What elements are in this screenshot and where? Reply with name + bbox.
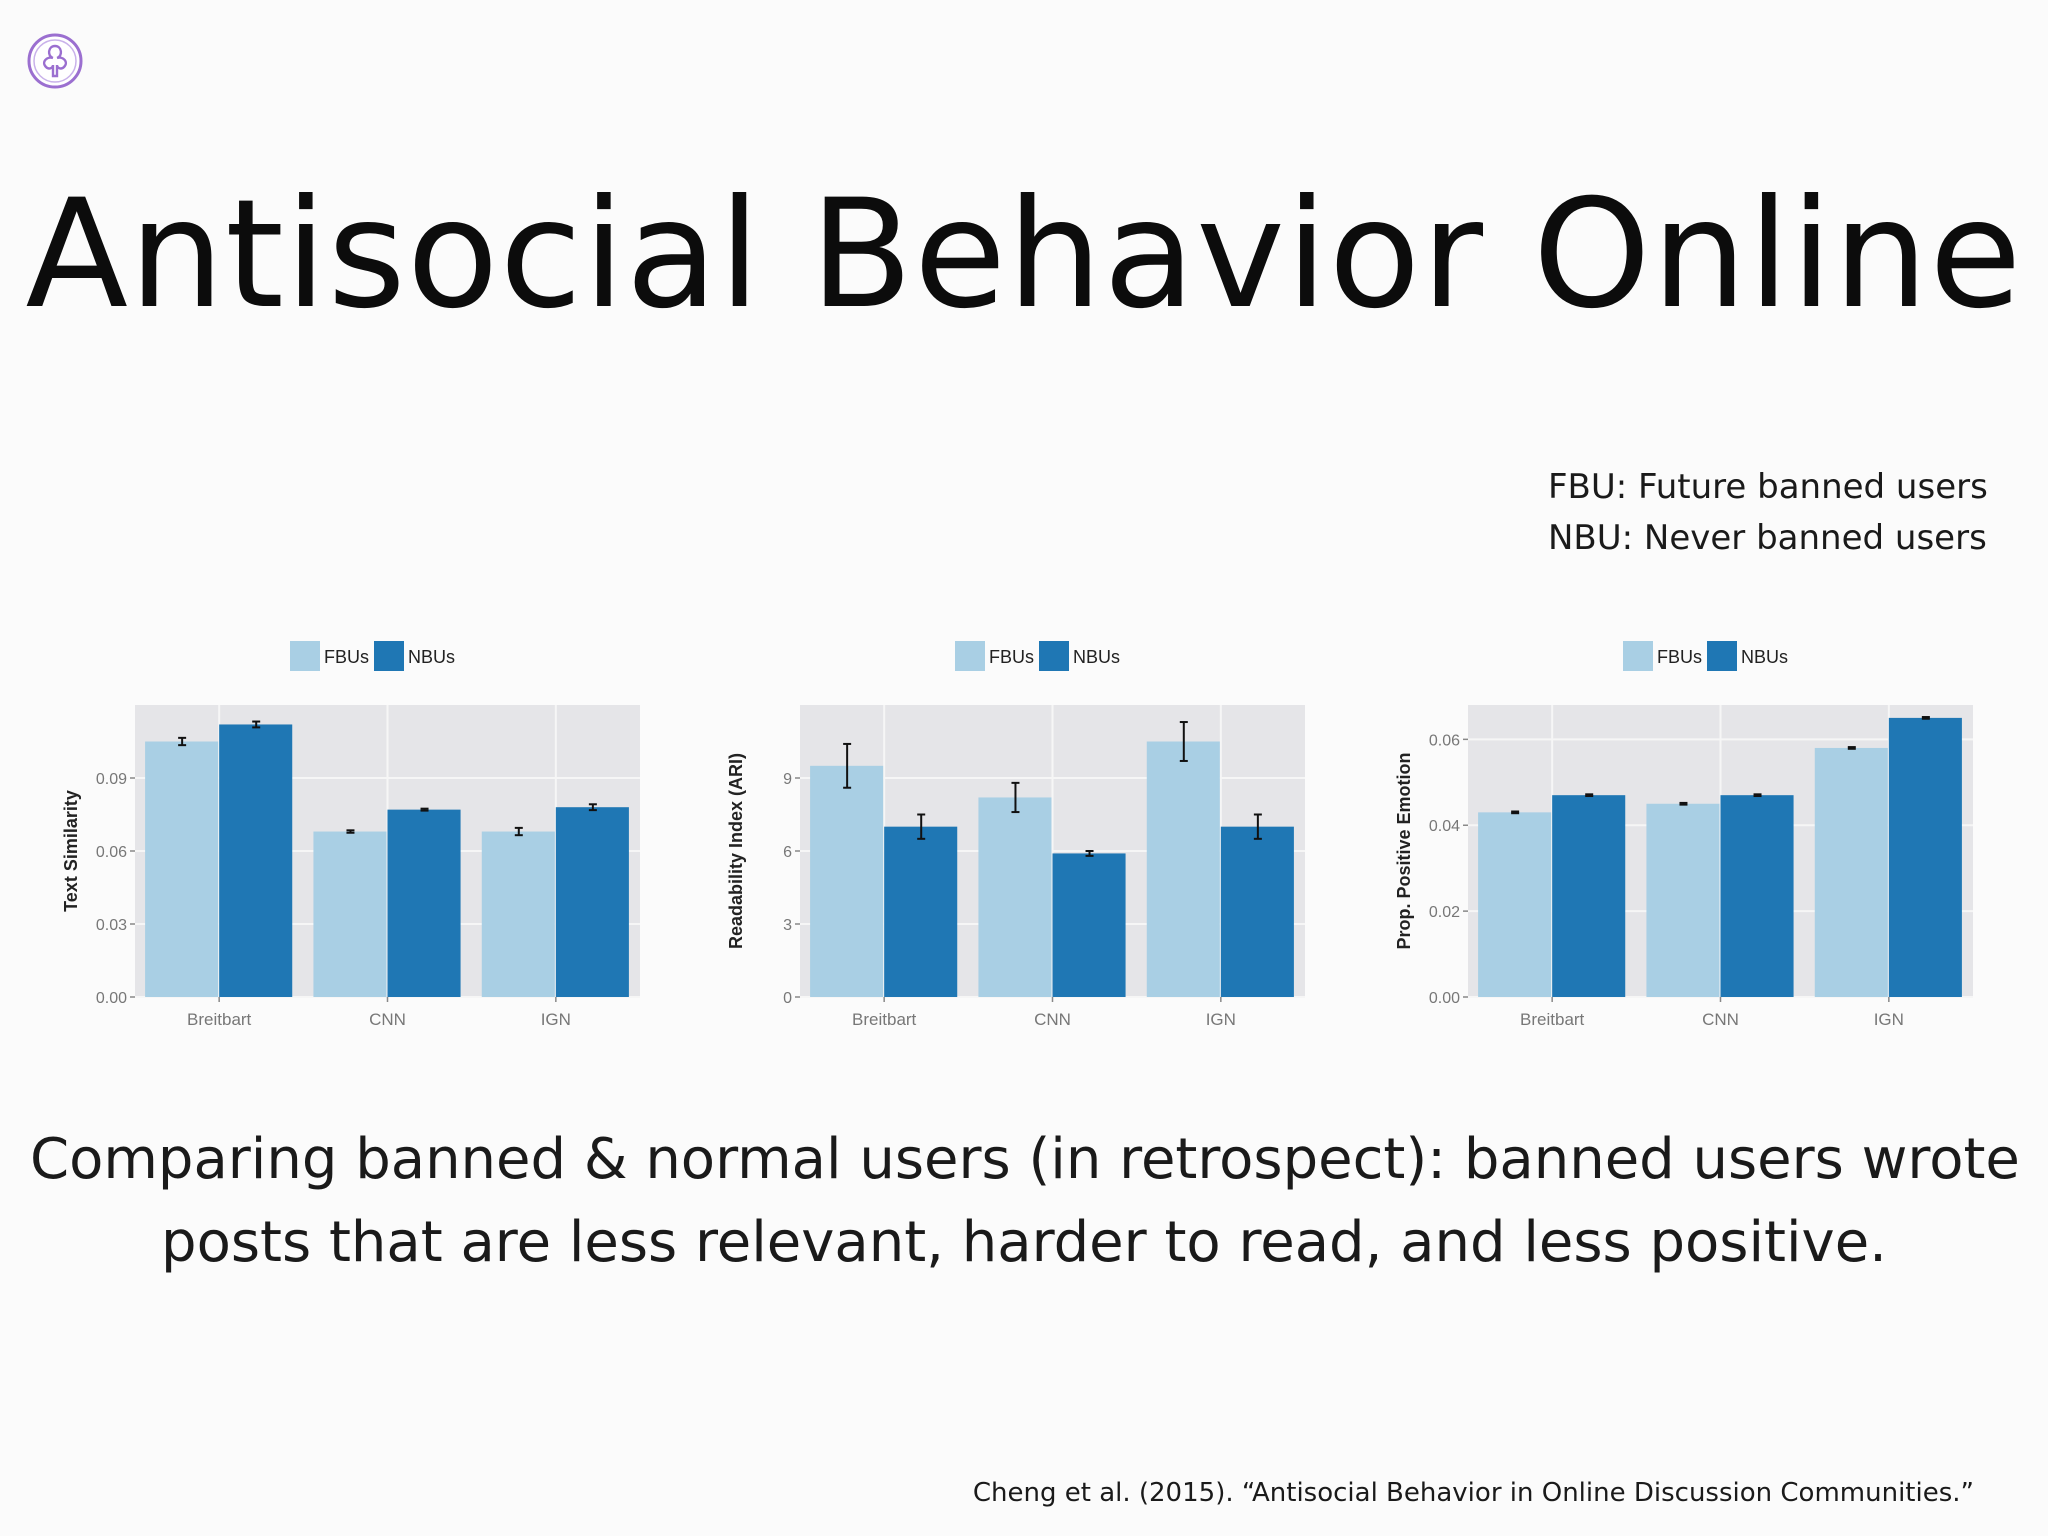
- legend-swatch: [290, 641, 320, 671]
- legend-swatch: [955, 641, 985, 671]
- bar-nbus-ign: [555, 807, 629, 997]
- summary-text: Comparing banned & normal users (in retr…: [30, 1118, 2020, 1284]
- legend-swatch: [374, 641, 404, 671]
- error-bar: [420, 807, 429, 812]
- bar-nbus-breitbart: [219, 724, 293, 997]
- page-title: Antisocial Behavior Online: [25, 168, 2023, 342]
- definition-nbu: NBU: Never banned users: [1548, 518, 1987, 558]
- legend-swatch: [1039, 641, 1069, 671]
- bar-nbus-cnn: [1052, 853, 1126, 997]
- error-bar: [1921, 716, 1930, 720]
- bar-fbus-cnn: [1646, 803, 1720, 997]
- error-bar: [1679, 801, 1688, 806]
- y-tick-label: 9: [783, 771, 792, 788]
- error-bar: [843, 742, 852, 789]
- chart-text-similarity: FBUs NBUs 0.00 0.03 0.06 0.09 Breitbart CNN IGN T…: [55, 625, 655, 1035]
- y-tick-label: 0.09: [96, 771, 127, 788]
- error-bar: [1511, 810, 1520, 815]
- bar-nbus-breitbart: [884, 826, 958, 997]
- definition-fbu: FBU: Future banned users: [1548, 467, 1988, 507]
- bar-fbus-cnn: [313, 831, 387, 997]
- bar-nbus-ign: [1888, 717, 1962, 997]
- legend: FBUs NBUs: [290, 641, 455, 671]
- x-tick-label: CNN: [1702, 1010, 1739, 1029]
- y-tick-label: 0: [783, 990, 792, 1007]
- error-bar: [1085, 850, 1094, 857]
- bar-fbus-ign: [1814, 747, 1888, 997]
- y-tick-label: 0.02: [1429, 904, 1460, 921]
- y-tick-label: 0.03: [96, 917, 127, 934]
- university-seal-icon: [26, 32, 84, 90]
- error-bar: [1753, 793, 1762, 798]
- x-tick-label: IGN: [541, 1010, 571, 1029]
- bar-fbus-cnn: [978, 797, 1052, 997]
- legend-swatch: [1623, 641, 1653, 671]
- x-tick-label: IGN: [1206, 1010, 1236, 1029]
- error-bar: [1011, 781, 1020, 814]
- error-bar: [346, 829, 355, 834]
- bar-nbus-ign: [1220, 826, 1294, 997]
- y-tick-label: 0.06: [96, 844, 127, 861]
- legend: FBUs NBUs: [955, 641, 1120, 671]
- error-bar: [1585, 793, 1594, 798]
- error-bar: [252, 720, 261, 729]
- legend-swatch: [1707, 641, 1737, 671]
- chart-positive-emotion: FBUs NBUs 0.00 0.02 0.04 0.06 Breitbart CNN IGN P…: [1388, 625, 1988, 1035]
- x-tick-label: CNN: [1034, 1010, 1071, 1029]
- x-tick-label: Breitbart: [1520, 1010, 1585, 1029]
- bar-fbus-breitbart: [145, 741, 219, 997]
- bar-nbus-cnn: [387, 809, 461, 997]
- x-tick-label: Breitbart: [187, 1010, 252, 1029]
- chart-svg: FBUs NBUs 0 3 6 9 Breitbart CNN IGN Readability I…: [726, 641, 1305, 1029]
- bar-fbus-ign: [1146, 741, 1220, 997]
- bar-nbus-breitbart: [1552, 795, 1626, 997]
- y-axis-label: Prop. Positive Emotion: [1394, 752, 1414, 949]
- error-bar: [1179, 721, 1188, 762]
- x-tick-label: IGN: [1874, 1010, 1904, 1029]
- bar-nbus-cnn: [1720, 795, 1794, 997]
- legend-label: NBUs: [1741, 647, 1788, 667]
- y-tick-label: 0.06: [1429, 732, 1460, 749]
- abbreviation-definitions: FBU: Future banned users NBU: Never bann…: [1548, 462, 1988, 564]
- y-tick-label: 0.00: [1429, 990, 1460, 1007]
- chart-readability-index: FBUs NBUs 0 3 6 9 Breitbart CNN IGN Readability I…: [720, 625, 1320, 1035]
- x-tick-label: CNN: [369, 1010, 406, 1029]
- error-bar: [917, 813, 926, 840]
- error-bar: [514, 826, 523, 837]
- x-tick-label: Breitbart: [852, 1010, 917, 1029]
- summary-line: Comparing banned & normal users (in retr…: [30, 1127, 2020, 1192]
- legend-label: NBUs: [1073, 647, 1120, 667]
- error-bar: [178, 736, 187, 747]
- error-bar: [1847, 746, 1856, 750]
- y-tick-label: 6: [783, 844, 792, 861]
- bar-fbus-ign: [481, 831, 555, 997]
- chart-svg: FBUs NBUs 0.00 0.02 0.04 0.06 Breitbart CNN IGN P…: [1394, 641, 1973, 1029]
- y-tick-label: 0.00: [96, 990, 127, 1007]
- citation: Cheng et al. (2015). “Antisocial Behavio…: [972, 1478, 1974, 1508]
- y-tick-label: 3: [783, 917, 792, 934]
- y-axis-label: Text Similarity: [61, 790, 81, 912]
- legend-label: FBUs: [1657, 647, 1702, 667]
- legend-label: FBUs: [989, 647, 1034, 667]
- bar-fbus-breitbart: [1478, 812, 1552, 997]
- legend-label: FBUs: [324, 647, 369, 667]
- error-bar: [1253, 813, 1262, 840]
- bar-fbus-breitbart: [810, 765, 884, 997]
- error-bar: [588, 803, 597, 812]
- legend-label: NBUs: [408, 647, 455, 667]
- legend: FBUs NBUs: [1623, 641, 1788, 671]
- y-axis-label: Readability Index (ARI): [726, 753, 746, 949]
- summary-line: posts that are less relevant, harder to …: [161, 1210, 1887, 1275]
- chart-svg: FBUs NBUs 0.00 0.03 0.06 0.09 Breitbart CNN IGN T…: [61, 641, 640, 1029]
- y-tick-label: 0.04: [1429, 818, 1460, 835]
